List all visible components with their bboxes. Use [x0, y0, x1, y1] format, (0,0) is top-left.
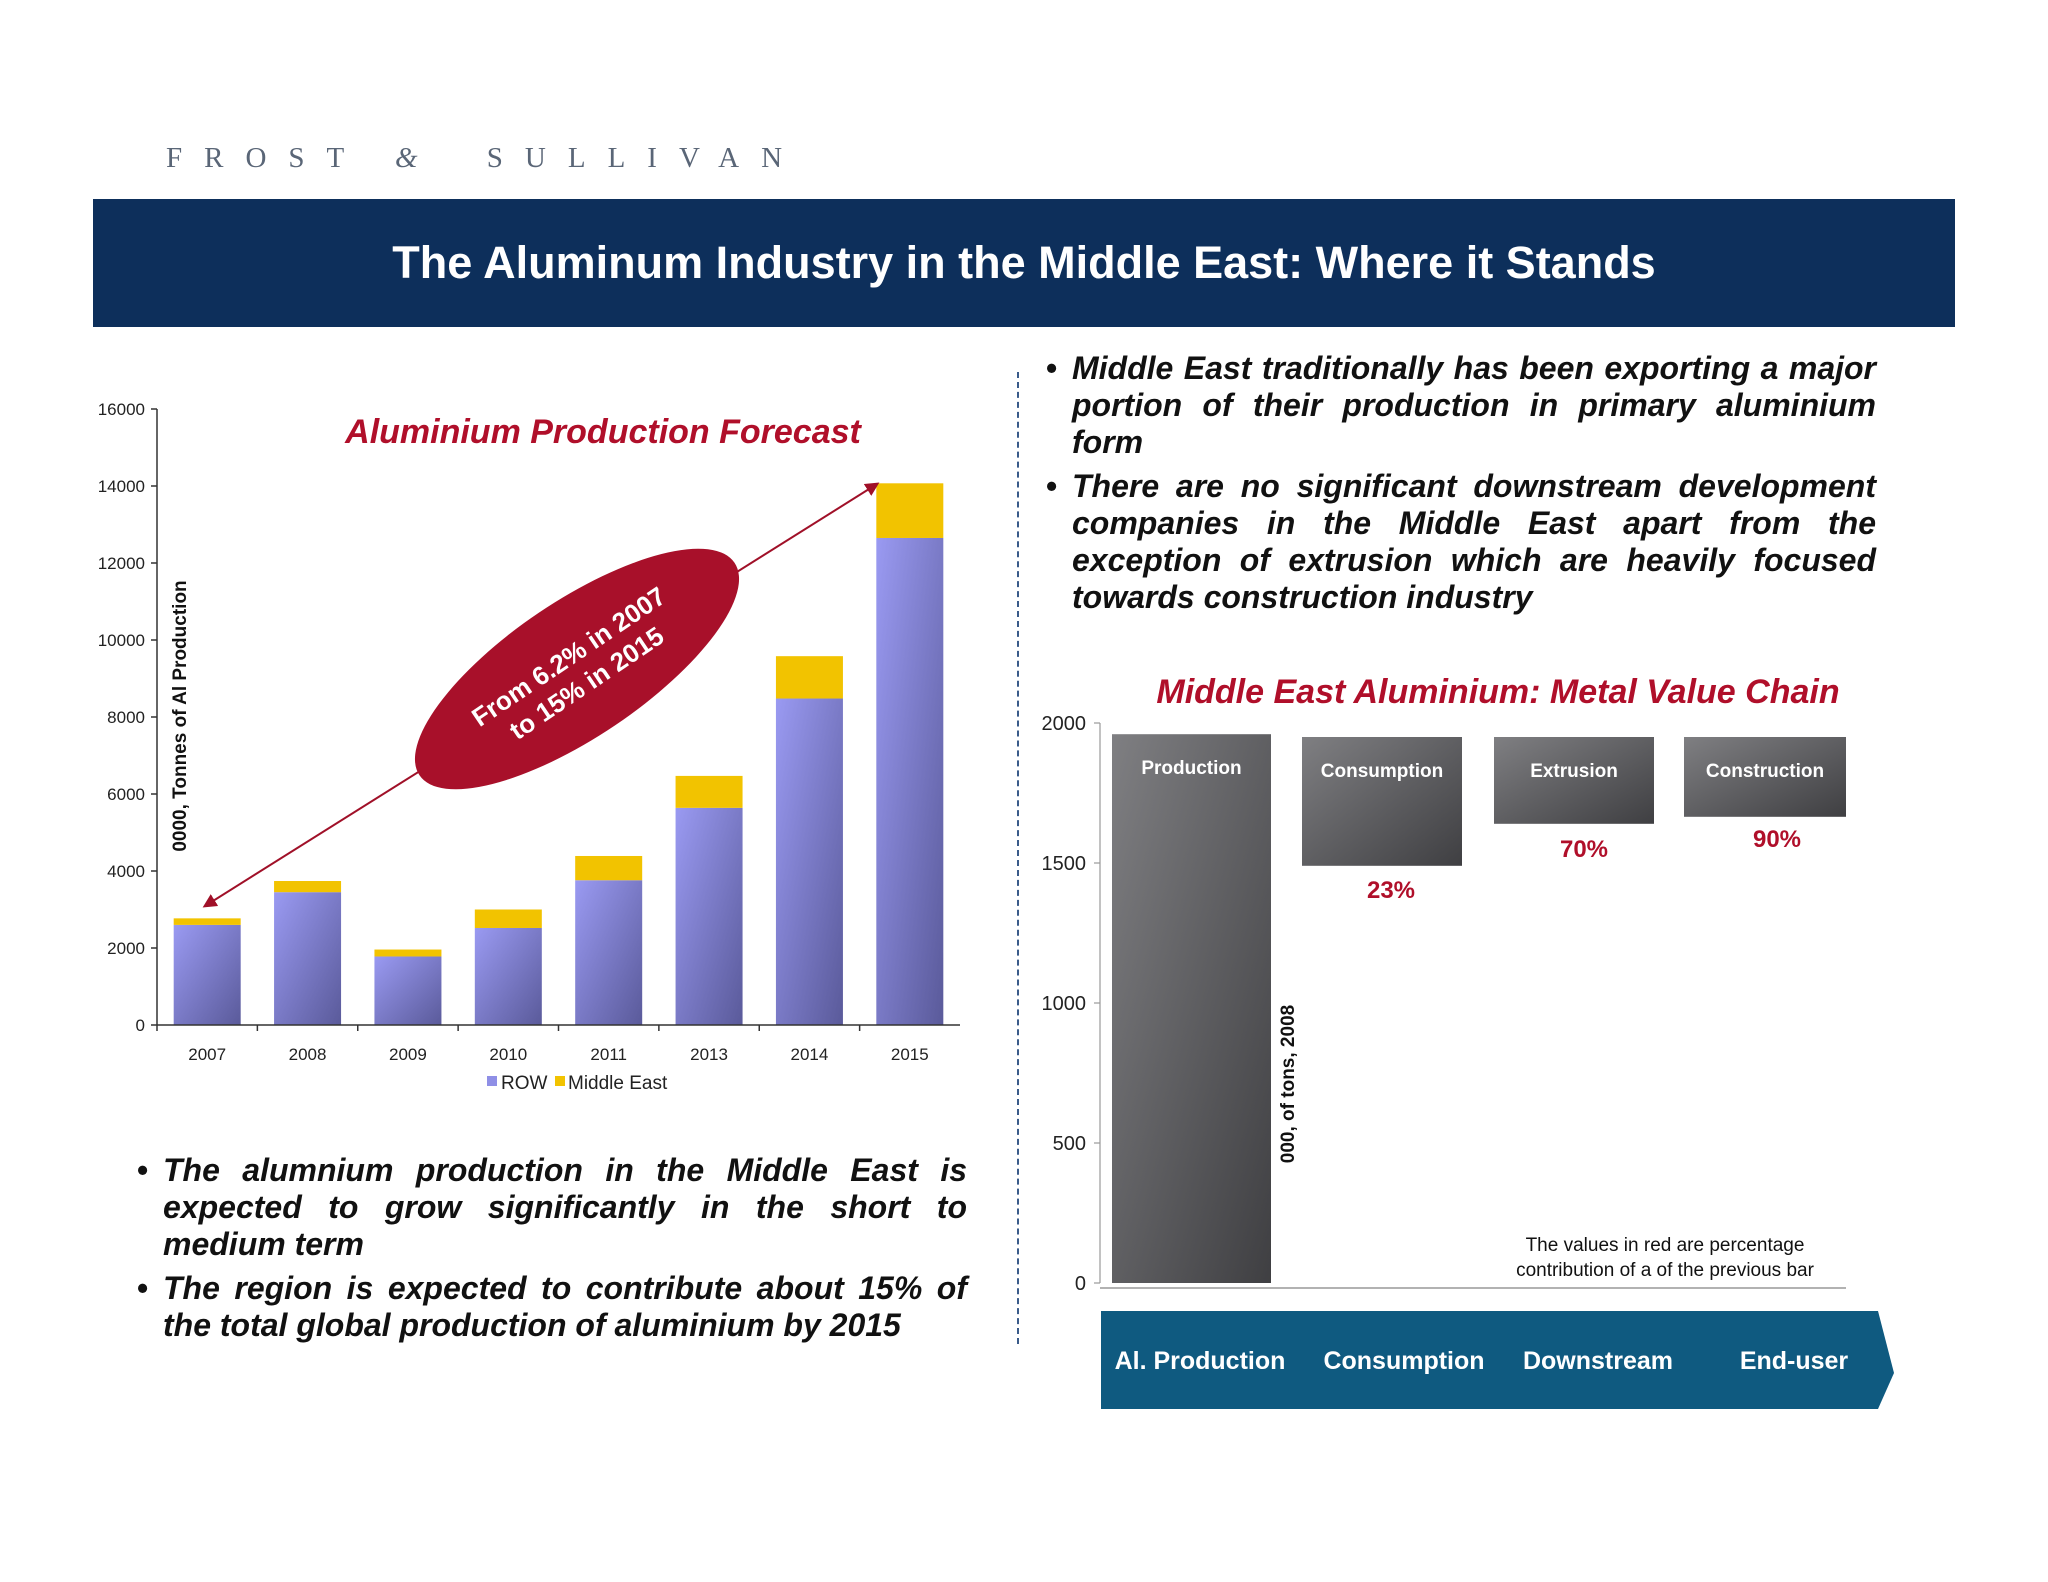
annotation-ellipse: [414, 548, 740, 790]
chart2-note-line-2: contribution of a of the previous bar: [1516, 1260, 1815, 1281]
bar-middle-east-2013: [675, 775, 743, 808]
y-tick-10000: 10000: [98, 631, 145, 650]
y-tick-4000: 4000: [107, 862, 145, 881]
y-tick-2000: 2000: [107, 939, 145, 958]
y-tick-12000: 12000: [98, 554, 145, 573]
chart2-y-tick-1500: 1500: [1042, 853, 1087, 875]
value-bar-extrusion: [1494, 737, 1654, 824]
chart1-y-axis-label: 0000, Tonnes of Al Production: [170, 580, 191, 851]
value-bar-construction: [1684, 737, 1846, 817]
x-tick-2015: 2015: [891, 1045, 929, 1064]
chart2-note-line-1: The values in red are percentage: [1526, 1235, 1805, 1256]
title-banner: The Aluminum Industry in the Middle East…: [93, 199, 1955, 327]
value-bar-label-extrusion: Extrusion: [1530, 761, 1618, 782]
bar-row-2011: [575, 880, 643, 1025]
legend-swatch-row: [487, 1076, 497, 1086]
logo-word-left: FROST: [166, 142, 366, 174]
left-bullet-list: The alumnium production in the Middle Ea…: [137, 1152, 967, 1351]
bar-middle-east-2015: [876, 483, 944, 538]
chart2-bars: Production Consumption 23% Extrusion 70% Cons…: [1112, 734, 1846, 1283]
bar-middle-east-2014: [775, 656, 843, 699]
bullet-share: The region is expected to contribute abo…: [137, 1270, 967, 1344]
bullet-export: Middle East traditionally has been expor…: [1046, 350, 1876, 461]
y-tick-8000: 8000: [107, 708, 145, 727]
value-chain-arrow: [1101, 1311, 1894, 1409]
production-forecast-chart: Aluminium Production Forecast 0000, Tonn…: [98, 400, 960, 1094]
bar-middle-east-2011: [575, 855, 643, 881]
bullet-downstream: There are no significant downstream deve…: [1046, 468, 1876, 616]
y-tick-16000: 16000: [98, 400, 145, 419]
logo-word-right: SULLIVAN: [486, 142, 805, 174]
chart2-title: Middle East Aluminium: Metal Value Chain: [1156, 673, 1839, 711]
frost-sullivan-logo: FROST & SULLIVAN: [166, 142, 804, 175]
x-tick-2010: 2010: [489, 1045, 527, 1064]
chart2-y-axis-label: 000, of tons, 2008: [1278, 1005, 1299, 1163]
legend-label-middle-east: Middle East: [568, 1073, 668, 1094]
pct-label-construction: 90%: [1753, 826, 1801, 853]
value-bar-production: [1112, 734, 1271, 1283]
bar-row-2010: [474, 927, 542, 1025]
page-title: The Aluminum Industry in the Middle East…: [392, 237, 1656, 288]
x-tick-2014: 2014: [791, 1045, 829, 1064]
chart1-title: Aluminium Production Forecast: [344, 413, 862, 451]
legend-swatch-middle-east: [555, 1076, 565, 1086]
value-chain-stages: Al. Production Consumption Downstream End-u…: [1115, 1347, 1849, 1375]
value-bar-label-consumption: Consumption: [1321, 761, 1443, 782]
logo-ampersand: &: [394, 142, 458, 174]
chart1-axes: 2007 2008 2009 2010 2011 2013 2014 2015 0 2000 400…: [98, 400, 960, 1064]
bar-row-2007: [173, 924, 241, 1025]
legend-label-row: ROW: [501, 1073, 548, 1094]
bar-middle-east-2010: [474, 909, 542, 928]
pct-label-extrusion: 70%: [1560, 836, 1608, 863]
pct-label-consumption: 23%: [1367, 877, 1415, 904]
right-bullet-list: Middle East traditionally has been expor…: [1046, 350, 1876, 623]
chart2-axes: 0 500 1000 1500 2000: [1042, 713, 1846, 1295]
stage-label-3: Downstream: [1523, 1347, 1673, 1375]
stage-label-2: Consumption: [1323, 1347, 1484, 1375]
bar-middle-east-2007: [173, 918, 241, 925]
bar-row-2008: [274, 892, 342, 1025]
y-tick-6000: 6000: [107, 785, 145, 804]
x-tick-2007: 2007: [188, 1045, 226, 1064]
bar-middle-east-2009: [374, 949, 442, 957]
x-tick-2009: 2009: [389, 1045, 427, 1064]
value-bar-label-construction: Construction: [1706, 761, 1824, 782]
bar-row-2009: [374, 956, 442, 1025]
x-tick-2011: 2011: [590, 1045, 627, 1064]
bullet-growth: The alumnium production in the Middle Ea…: [137, 1152, 967, 1263]
value-bar-consumption: [1302, 737, 1462, 866]
value-bar-label-production: Production: [1141, 758, 1241, 779]
chart2-y-tick-0: 0: [1075, 1273, 1086, 1295]
bar-row-2013: [675, 807, 743, 1025]
y-tick-14000: 14000: [98, 477, 145, 496]
chart1-legend: ROW Middle East: [487, 1073, 668, 1094]
y-tick-0: 0: [136, 1016, 145, 1035]
x-tick-2013: 2013: [690, 1045, 728, 1064]
bar-row-2015: [876, 537, 944, 1025]
bar-middle-east-2008: [274, 881, 342, 893]
growth-annotation: From 6.2% in 2007 to 15% in 2015: [414, 548, 740, 790]
chart2-y-tick-500: 500: [1053, 1133, 1086, 1155]
value-chain-chart: Middle East Aluminium: Metal Value Chain…: [1042, 673, 1894, 1409]
chart2-y-tick-1000: 1000: [1042, 993, 1087, 1015]
chart2-y-tick-2000: 2000: [1042, 713, 1087, 735]
section-divider: [1017, 372, 1019, 1344]
stage-label-1: Al. Production: [1115, 1347, 1286, 1375]
x-tick-2008: 2008: [289, 1045, 327, 1064]
stage-label-4: End-user: [1740, 1347, 1849, 1375]
bar-row-2014: [775, 698, 843, 1025]
